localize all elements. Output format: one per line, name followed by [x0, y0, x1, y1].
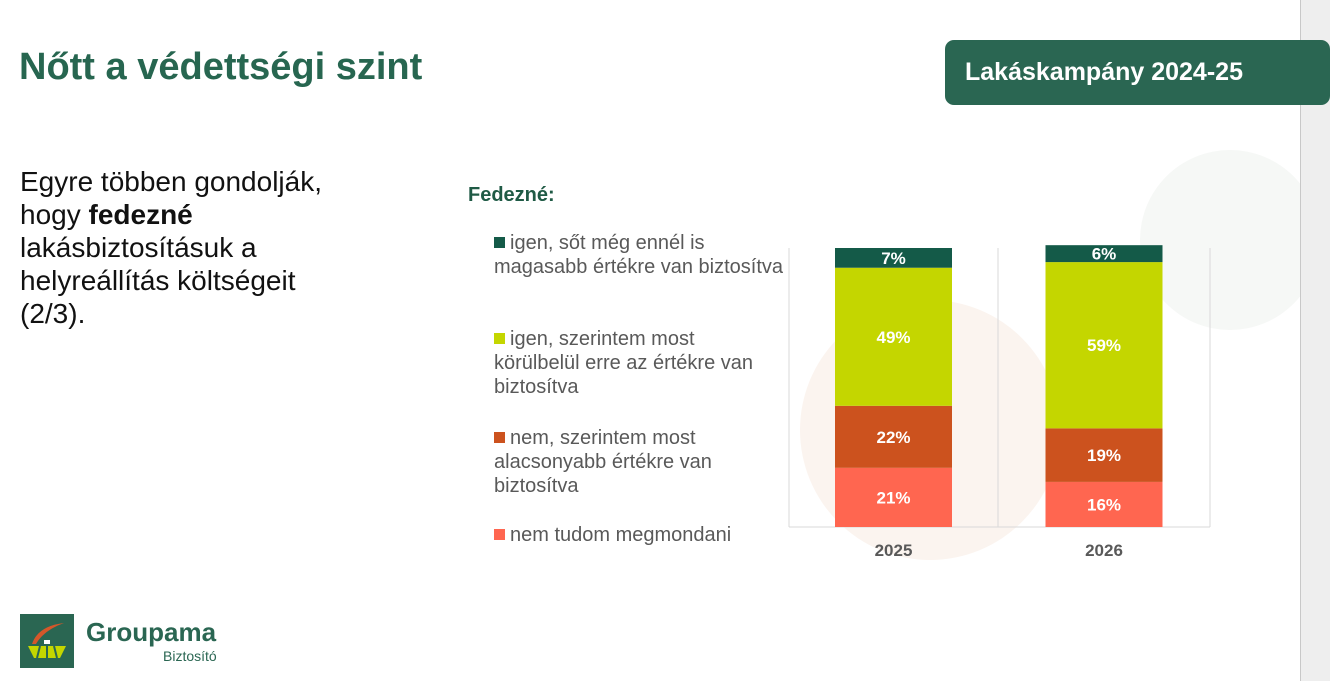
brand-name: Groupama [86, 617, 217, 647]
bar-segment [835, 467, 952, 527]
legend-item: nem tudom megmondani [494, 523, 784, 547]
bar-segment [835, 405, 952, 468]
data-label: 21% [876, 488, 910, 507]
legend-item: igen, szerintem most körülbelül erre az … [494, 327, 784, 399]
legend-swatch [494, 237, 505, 248]
legend-item: igen, sőt még ennél is magasabb értékre … [494, 231, 784, 279]
legend-item: nem, szerintem most alacsonyabb értékre … [494, 426, 784, 498]
bar-segment [1045, 481, 1163, 527]
data-label: 6% [1092, 245, 1117, 264]
data-label: 7% [881, 249, 906, 268]
x-tick-label: 2025 [875, 541, 913, 560]
legend-label: igen, sőt még ennél is magasabb értékre … [494, 232, 784, 278]
legend-label: nem, szerintem most alacsonyabb értékre … [494, 427, 712, 497]
campaign-badge: Lakáskampány 2024-25 [945, 40, 1330, 105]
bar-segment [835, 267, 952, 406]
scrollbar-area [1300, 0, 1330, 681]
bar-segment [835, 248, 952, 268]
data-label: 49% [876, 328, 910, 347]
x-tick-label: 2026 [1085, 541, 1123, 560]
legend-swatch [494, 432, 505, 443]
data-label: 19% [1087, 446, 1121, 465]
chart-title: Fedezné: [468, 184, 555, 206]
data-label: 59% [1087, 336, 1121, 355]
groupama-logo-icon [20, 614, 74, 668]
legend-swatch [494, 529, 505, 540]
data-label: 16% [1087, 495, 1121, 514]
brand-subtitle: Biztosító [163, 648, 217, 664]
body-text: Egyre többen gondolják, hogy fedezné lak… [20, 165, 340, 330]
bar-segment [1045, 245, 1163, 263]
data-label: 22% [876, 428, 910, 447]
bar-segment [1045, 262, 1163, 429]
legend-swatch [494, 333, 505, 344]
body-part1: Egyre többen gondolják, hogy [20, 166, 322, 230]
page-title: Nőtt a védettségi szint [19, 46, 423, 88]
background-decoration [1140, 150, 1320, 330]
legend-label: nem tudom megmondani [510, 524, 732, 546]
bar-segment [1045, 428, 1163, 482]
legend-label: igen, szerintem most körülbelül erre az … [494, 328, 754, 398]
body-part2: lakásbiztosításuk a helyreállítás költsé… [20, 232, 296, 329]
body-bold: fedezné [88, 199, 193, 230]
